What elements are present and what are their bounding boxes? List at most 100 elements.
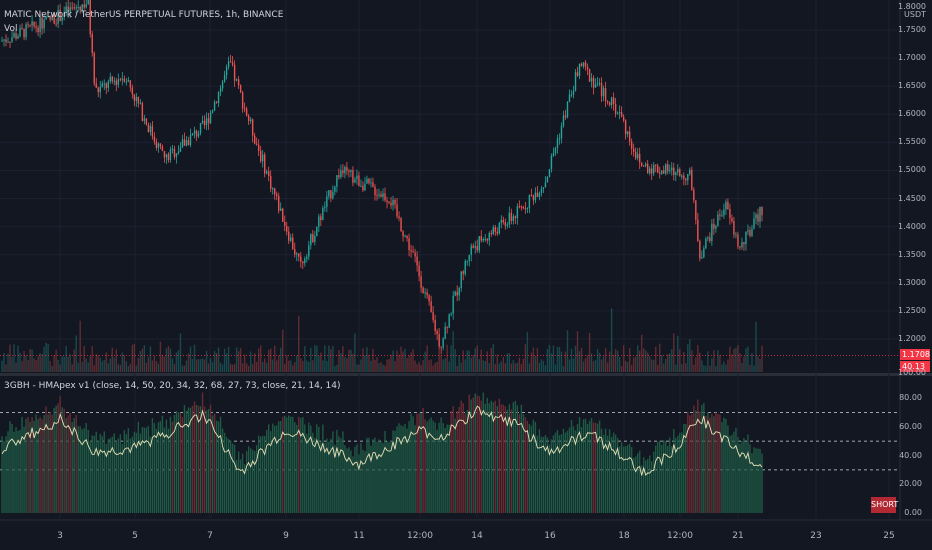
volume-bar — [649, 356, 651, 372]
candle-body — [496, 231, 499, 234]
candle-body — [464, 261, 466, 274]
indicator-histogram-bar — [276, 425, 278, 513]
price-tick: 1.7500 — [898, 25, 926, 34]
indicator-histogram-bar — [420, 413, 422, 513]
volume-bar — [655, 346, 657, 372]
candle-body — [119, 79, 122, 81]
volume-bar — [731, 354, 733, 372]
candle-body — [89, 0, 91, 35]
candle-body — [296, 253, 298, 255]
candle-body — [675, 172, 677, 175]
volume-bar — [288, 360, 290, 372]
candle-body — [265, 171, 268, 174]
candle-body — [85, 4, 87, 8]
candle-body — [59, 9, 61, 21]
candle-body — [328, 190, 330, 197]
indicator-histogram-bar — [274, 425, 276, 513]
candle-body — [123, 78, 126, 82]
candle-body — [288, 231, 290, 241]
volume-bar — [310, 347, 312, 372]
volume-bar — [272, 359, 274, 372]
indicator-histogram-bar — [488, 403, 490, 513]
candle-body — [717, 214, 719, 226]
indicator-histogram-bar — [727, 425, 729, 513]
indicator-histogram-bar — [644, 460, 647, 513]
candle-body — [13, 33, 15, 38]
candle-body — [610, 97, 613, 106]
volume-bar — [55, 349, 57, 372]
volume-bar — [440, 354, 442, 372]
volume-bar — [468, 350, 470, 372]
indicator-histogram-bar — [504, 406, 507, 513]
indicator-histogram-bar — [173, 415, 176, 513]
indicator-histogram-bar — [558, 435, 561, 513]
candle-body — [107, 81, 109, 88]
volume-bar — [15, 362, 17, 372]
volume-bar — [630, 364, 633, 372]
volume-bar — [265, 362, 268, 372]
candle-body — [697, 219, 699, 241]
candle-body — [219, 88, 222, 92]
indicator-histogram-bar — [438, 422, 440, 513]
volume-bar — [422, 360, 424, 372]
indicator-histogram-bar — [233, 444, 236, 513]
volume-bar — [135, 365, 138, 372]
volume-bar — [149, 346, 152, 372]
volume-bar — [376, 357, 378, 372]
candle-body — [534, 192, 537, 201]
candle-body — [304, 258, 306, 264]
indicator-histogram-bar — [320, 441, 322, 513]
candle-body — [364, 183, 366, 191]
symbol-legend[interactable]: MATIC Network / TetherUS PERPETUAL FUTUR… — [4, 10, 284, 20]
candle-body — [735, 234, 737, 236]
candle-body — [350, 170, 352, 172]
candle-body — [504, 222, 507, 226]
indicator-histogram-bar — [683, 423, 685, 513]
indicator-histogram-bar — [109, 437, 111, 513]
indicator-legend[interactable]: 3GBH - HMApex v1 (close, 14, 50, 20, 34,… — [4, 381, 341, 391]
volume-bar — [506, 353, 509, 372]
indicator-histogram-bar — [265, 429, 268, 513]
candle-body — [396, 204, 398, 217]
volume-bar — [161, 355, 164, 372]
indicator-histogram-bar — [33, 420, 35, 513]
candle-body — [93, 52, 95, 84]
volume-bar — [213, 350, 216, 372]
volume-bar — [438, 349, 440, 372]
indicator-histogram-bar — [221, 428, 224, 513]
candle-body — [695, 200, 697, 220]
candle-body — [659, 172, 661, 174]
indicator-histogram-bar — [701, 404, 703, 513]
indicator-histogram-bar — [324, 442, 326, 513]
indicator-histogram-bar — [211, 415, 214, 513]
volume-bar — [681, 364, 683, 372]
indicator-histogram-bar — [294, 422, 296, 513]
volume-bar — [159, 341, 162, 372]
volume-bar — [757, 356, 759, 372]
candle-body — [322, 207, 324, 221]
indicator-histogram-bar — [729, 435, 731, 513]
volume-bar — [677, 335, 679, 372]
volume-bar — [187, 353, 190, 372]
indicator-histogram-bar — [713, 416, 715, 513]
volume-bar — [189, 346, 192, 372]
candle-body — [33, 21, 35, 27]
indicator-histogram-bar — [498, 398, 501, 513]
candle-body — [508, 212, 511, 225]
candle-body — [584, 62, 587, 67]
candle-body — [31, 21, 33, 26]
indicator-histogram-bar — [101, 435, 103, 513]
volume-legend[interactable]: Vol — [4, 24, 18, 34]
candle-body — [556, 138, 559, 148]
volume-bar — [268, 349, 270, 372]
candle-body — [101, 83, 103, 88]
indicator-histogram-bar — [197, 405, 200, 513]
candle-body — [428, 295, 430, 302]
indicator-histogram-bar — [366, 437, 368, 513]
price-axis-currency[interactable]: USDT — [904, 10, 926, 19]
indicator-histogram-bar — [384, 431, 386, 513]
indicator-histogram-bar — [552, 435, 555, 513]
candle-body — [614, 104, 617, 114]
volume-bar — [105, 352, 107, 372]
